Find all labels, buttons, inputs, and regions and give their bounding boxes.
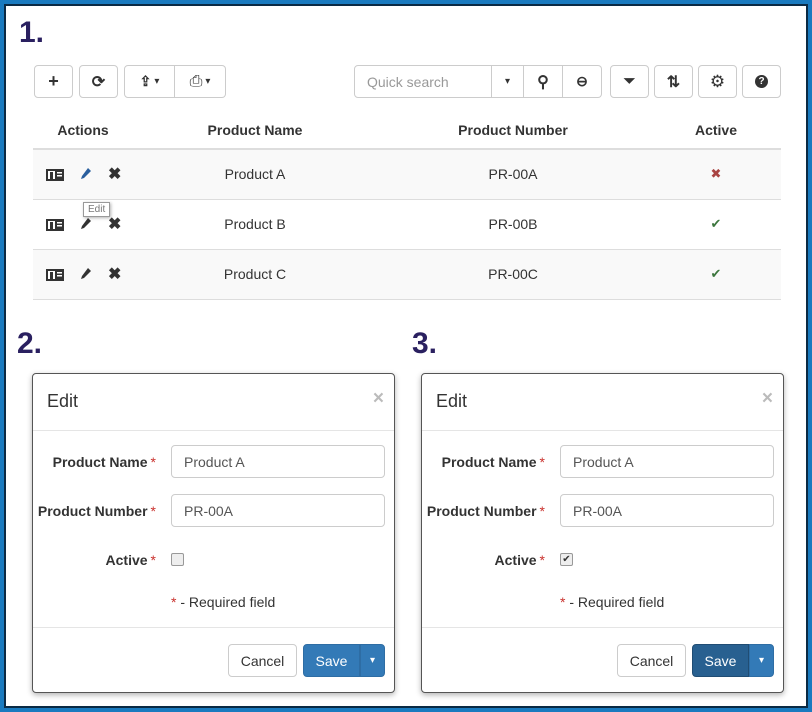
step-label: 2. bbox=[17, 327, 43, 360]
filter-icon: ⏷ bbox=[623, 72, 636, 90]
id-card-icon[interactable] bbox=[46, 269, 64, 281]
active-checkbox[interactable] bbox=[171, 553, 184, 566]
product-number-input[interactable]: PR-00A bbox=[560, 494, 774, 527]
print-icon: ⎙ bbox=[189, 72, 203, 90]
column-header-active[interactable]: Active bbox=[694, 122, 738, 138]
refresh-icon: ⟳ bbox=[91, 73, 106, 91]
caret-down-icon: ▾ bbox=[205, 76, 211, 87]
caret-down-icon: ▾ bbox=[154, 76, 160, 87]
filter-button[interactable]: ⏷ bbox=[610, 65, 649, 98]
divider bbox=[422, 627, 783, 628]
search-options-button[interactable]: ▾ bbox=[491, 65, 524, 98]
cancel-button[interactable]: Cancel bbox=[617, 644, 686, 677]
save-options-button[interactable]: ▾ bbox=[749, 644, 774, 677]
id-card-icon[interactable] bbox=[46, 169, 64, 181]
pencil-icon[interactable] bbox=[80, 268, 91, 280]
table-row[interactable]: ✖ Product B PR-00B ✔ bbox=[33, 199, 781, 249]
required-note: * - Required field bbox=[560, 594, 665, 610]
save-button[interactable]: Save bbox=[692, 644, 749, 677]
settings-button[interactable]: ⚙ bbox=[698, 65, 737, 98]
cancel-button[interactable]: Cancel bbox=[228, 644, 297, 677]
caret-down-icon: ▾ bbox=[369, 655, 376, 666]
column-header-product-name[interactable]: Product Name bbox=[207, 122, 303, 138]
product-name-cell: Product B bbox=[224, 216, 286, 232]
times-icon[interactable]: ✖ bbox=[108, 266, 122, 283]
step-label: 3. bbox=[412, 327, 438, 360]
required-note: * - Required field bbox=[171, 594, 276, 610]
sort-icon: ⇅ bbox=[666, 73, 681, 91]
close-icon[interactable]: × bbox=[372, 388, 384, 409]
search-button[interactable]: ⚲ bbox=[524, 65, 563, 98]
times-icon[interactable]: ✖ bbox=[108, 166, 122, 183]
table-bottom-border bbox=[33, 299, 781, 300]
product-number-cell: PR-00B bbox=[488, 216, 538, 232]
product-name-input[interactable]: Product A bbox=[171, 445, 385, 478]
edit-tooltip: Edit bbox=[83, 202, 111, 217]
table-row[interactable]: ✖ Product A PR-00A ✖ bbox=[33, 149, 781, 199]
sort-button[interactable]: ⇅ bbox=[654, 65, 693, 98]
step-label: 1. bbox=[19, 16, 45, 49]
plus-icon: + bbox=[48, 71, 59, 91]
caret-down-icon: ▾ bbox=[758, 655, 765, 666]
edit-modal: Edit × Product Name * Product A Product N… bbox=[32, 373, 395, 693]
modal-title: Edit bbox=[47, 391, 79, 411]
divider bbox=[33, 430, 394, 431]
product-name-label: Product Name * bbox=[441, 454, 545, 470]
check-icon: ✔ bbox=[710, 216, 722, 231]
quick-search-input[interactable]: Quick search bbox=[354, 65, 492, 98]
zoom-out-icon: ⊖ bbox=[576, 73, 588, 89]
export-icon: ⇪ bbox=[139, 73, 152, 89]
product-number-input[interactable]: PR-00A bbox=[171, 494, 385, 527]
caret-down-icon: ▾ bbox=[504, 76, 511, 87]
times-icon[interactable]: ✖ bbox=[108, 216, 122, 233]
add-button[interactable]: + bbox=[34, 65, 73, 98]
help-button[interactable]: ? bbox=[742, 65, 781, 98]
product-name-cell: Product A bbox=[224, 166, 286, 182]
pencil-icon[interactable] bbox=[80, 218, 91, 230]
product-name-input[interactable]: Product A bbox=[560, 445, 774, 478]
divider bbox=[33, 627, 394, 628]
edit-modal: Edit × Product Name * Product A Product N… bbox=[421, 373, 784, 693]
product-number-cell: PR-00C bbox=[488, 266, 538, 282]
pencil-icon[interactable] bbox=[80, 168, 91, 180]
divider bbox=[422, 430, 783, 431]
id-card-icon[interactable] bbox=[46, 219, 64, 231]
product-number-label: Product Number * bbox=[37, 503, 156, 519]
active-label: Active * bbox=[105, 552, 156, 568]
question-icon: ? bbox=[755, 75, 768, 88]
export-button[interactable]: ⇪ ▾ bbox=[124, 65, 175, 98]
gear-icon: ⚙ bbox=[709, 71, 726, 91]
print-button[interactable]: ⎙ ▾ bbox=[175, 65, 226, 98]
save-button[interactable]: Save bbox=[303, 644, 360, 677]
check-icon: ✔ bbox=[710, 266, 722, 281]
modal-title: Edit bbox=[436, 391, 468, 411]
table-row[interactable]: ✖ Product C PR-00C ✔ bbox=[33, 249, 781, 299]
clear-search-button[interactable]: ⊖ bbox=[563, 65, 602, 98]
refresh-button[interactable]: ⟳ bbox=[79, 65, 118, 98]
product-name-label: Product Name * bbox=[52, 454, 156, 470]
column-header-actions: Actions bbox=[57, 122, 109, 138]
close-icon[interactable]: × bbox=[761, 388, 773, 409]
active-checkbox[interactable]: ✔ bbox=[560, 553, 573, 566]
product-number-cell: PR-00A bbox=[488, 166, 538, 182]
times-icon: ✖ bbox=[710, 166, 722, 181]
column-header-product-number[interactable]: Product Number bbox=[458, 122, 568, 138]
product-name-cell: Product C bbox=[223, 266, 287, 282]
product-number-label: Product Number * bbox=[426, 503, 545, 519]
search-icon: ⚲ bbox=[537, 73, 549, 91]
active-label: Active * bbox=[494, 552, 545, 568]
save-options-button[interactable]: ▾ bbox=[360, 644, 385, 677]
